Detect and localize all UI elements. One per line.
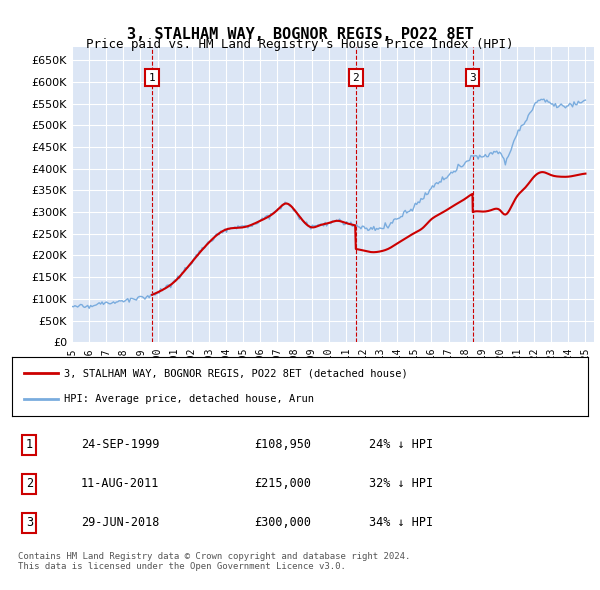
Text: 3, STALHAM WAY, BOGNOR REGIS, PO22 8ET: 3, STALHAM WAY, BOGNOR REGIS, PO22 8ET <box>127 27 473 41</box>
Text: 1: 1 <box>148 73 155 83</box>
Text: 32% ↓ HPI: 32% ↓ HPI <box>369 477 433 490</box>
Text: 3: 3 <box>26 516 33 529</box>
Text: 11-AUG-2011: 11-AUG-2011 <box>81 477 160 490</box>
Text: 3: 3 <box>469 73 476 83</box>
Text: 34% ↓ HPI: 34% ↓ HPI <box>369 516 433 529</box>
Text: 24-SEP-1999: 24-SEP-1999 <box>81 438 160 451</box>
Text: 2: 2 <box>352 73 359 83</box>
Text: HPI: Average price, detached house, Arun: HPI: Average price, detached house, Arun <box>64 395 314 404</box>
Text: 29-JUN-2018: 29-JUN-2018 <box>81 516 160 529</box>
Text: 1: 1 <box>26 438 33 451</box>
Text: £108,950: £108,950 <box>254 438 311 451</box>
Text: 3, STALHAM WAY, BOGNOR REGIS, PO22 8ET (detached house): 3, STALHAM WAY, BOGNOR REGIS, PO22 8ET (… <box>64 369 407 378</box>
Text: £215,000: £215,000 <box>254 477 311 490</box>
Text: 24% ↓ HPI: 24% ↓ HPI <box>369 438 433 451</box>
Text: £300,000: £300,000 <box>254 516 311 529</box>
Text: Price paid vs. HM Land Registry's House Price Index (HPI): Price paid vs. HM Land Registry's House … <box>86 38 514 51</box>
Text: Contains HM Land Registry data © Crown copyright and database right 2024.
This d: Contains HM Land Registry data © Crown c… <box>18 552 410 571</box>
Text: 2: 2 <box>26 477 33 490</box>
